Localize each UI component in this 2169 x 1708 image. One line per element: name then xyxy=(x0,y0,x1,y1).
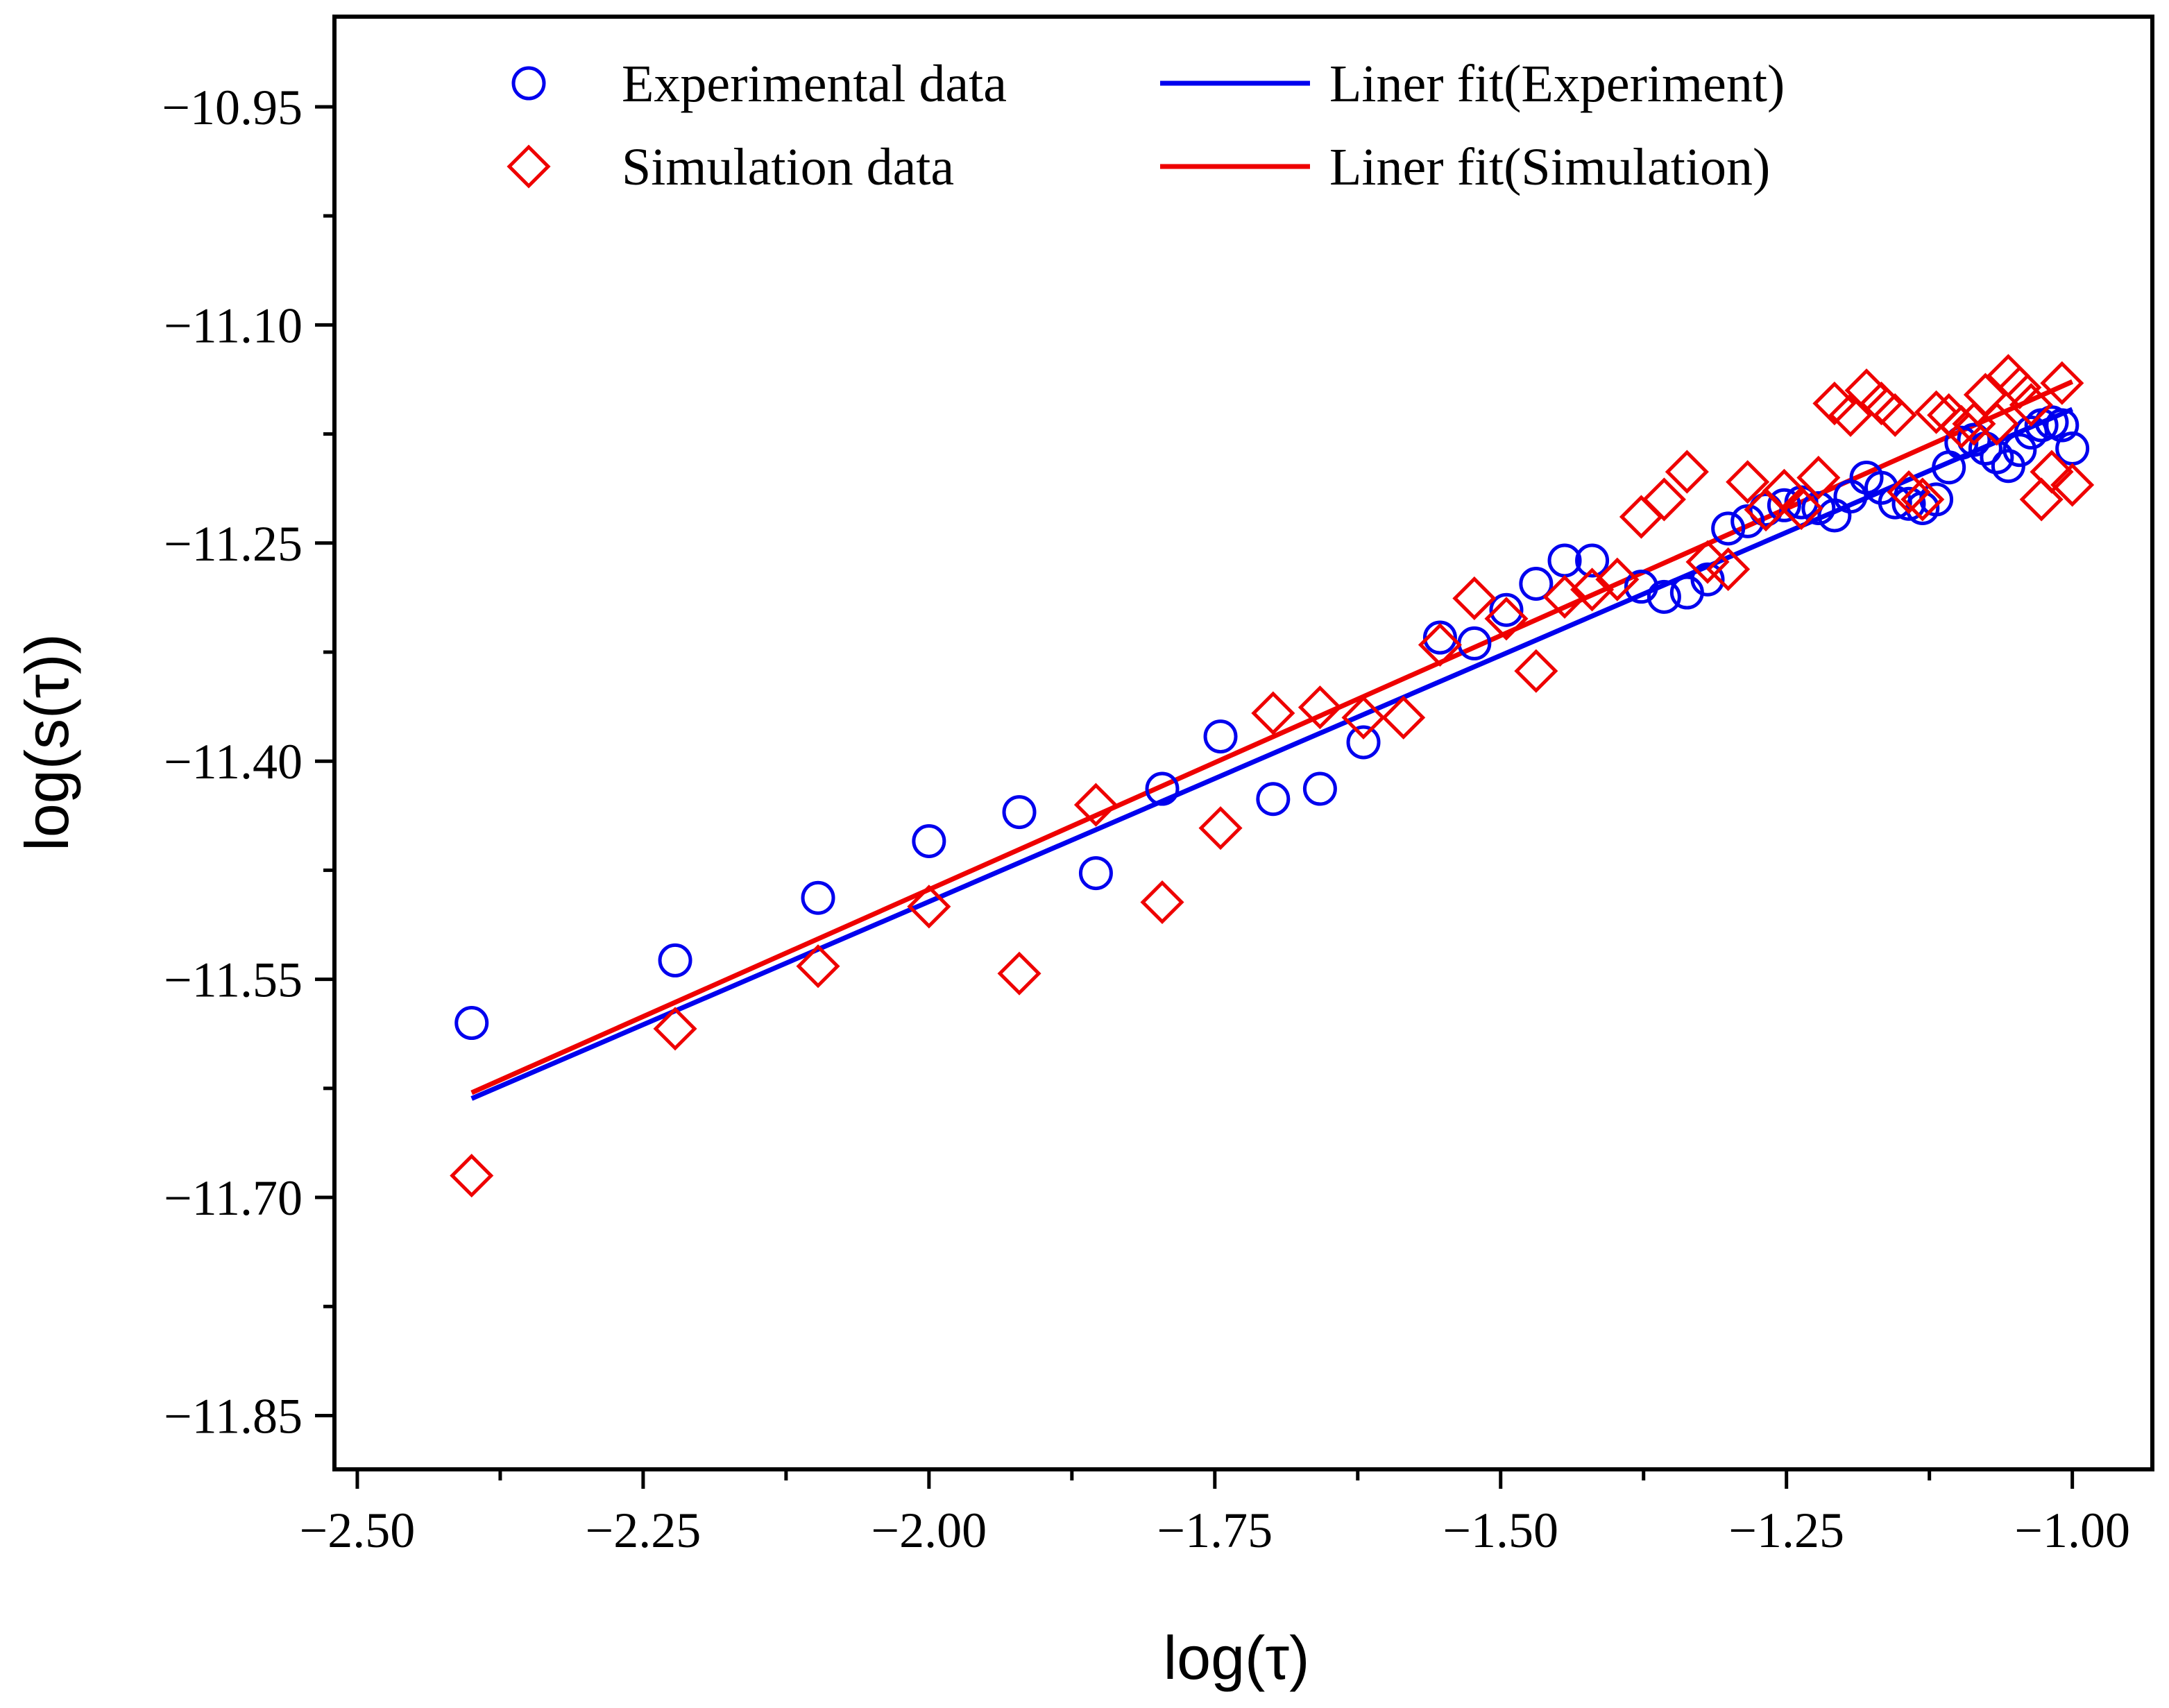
x-tick-label: −1.75 xyxy=(1157,1503,1273,1558)
plot-frame xyxy=(332,15,2154,1471)
experimental-point xyxy=(2045,408,2079,443)
y-tick-label: −11.70 xyxy=(164,1170,303,1226)
legend-label: Simulation data xyxy=(622,138,954,196)
y-axis-title: log(s(τ)) xyxy=(12,633,81,851)
experimental-point xyxy=(1203,719,1238,754)
simulation-point xyxy=(1900,477,1945,522)
simulation-point xyxy=(1873,393,1917,437)
experimental-point xyxy=(1302,771,1337,806)
experimental-point xyxy=(801,880,835,915)
y-tick-label: −11.55 xyxy=(164,953,303,1008)
simulation-point xyxy=(1381,695,1426,740)
y-tick-label: −11.25 xyxy=(164,516,303,572)
simulation-point xyxy=(1570,567,1615,612)
axis-ticks: −2.50 −2.25 −2.00 −1.75 −1.50 −1.25 −1.00 −10.9… xyxy=(162,80,2130,1558)
simulation-point xyxy=(1706,547,1751,592)
simulation-point xyxy=(1975,402,2019,446)
simulation-point xyxy=(1418,622,1462,667)
experimental-point xyxy=(658,943,692,977)
experimental-point xyxy=(1078,856,1113,891)
simulation-point xyxy=(2009,383,2053,427)
legend-marker-diamond xyxy=(507,144,551,189)
x-tick-label: −2.25 xyxy=(586,1503,701,1558)
simulation-point xyxy=(1595,557,1640,601)
simulation-point xyxy=(1251,691,1295,735)
legend-marker-circle xyxy=(511,66,546,101)
experimental-point xyxy=(1519,566,1554,601)
simulation-point xyxy=(1887,470,1931,514)
experimental-point xyxy=(454,1005,489,1040)
experimental-point xyxy=(1256,782,1291,817)
experimental-point xyxy=(1647,579,1681,614)
experimental-point xyxy=(1891,486,1926,521)
legend: Experimental data Liner fit(Experiment) Si… xyxy=(507,55,1785,196)
simulation-point xyxy=(997,951,1041,996)
simulation-point xyxy=(1140,880,1184,925)
experimental-point xyxy=(2002,433,2037,468)
y-tick-label: −11.85 xyxy=(164,1388,303,1444)
experimental-point xyxy=(1767,488,1801,522)
simulation-point xyxy=(1939,404,1984,449)
x-tick-label: −1.50 xyxy=(1443,1503,1558,1558)
simulation-point xyxy=(1998,365,2042,410)
experimental-point xyxy=(1422,620,1457,655)
experimental-point xyxy=(1346,725,1381,760)
simulation-point xyxy=(907,885,951,929)
simulation-point xyxy=(2030,450,2074,494)
simulation-point xyxy=(1514,649,1558,693)
simulation-point xyxy=(1726,460,1770,504)
x-tick-label: −2.50 xyxy=(300,1503,416,1558)
simulation-point xyxy=(653,1007,697,1051)
experimental-point xyxy=(1801,490,1836,525)
simulation-point xyxy=(1298,685,1342,730)
plot-area xyxy=(450,354,2095,1198)
y-tick-label: −10.95 xyxy=(162,80,303,135)
simulation-point xyxy=(1642,477,1686,522)
simulation-point xyxy=(1452,576,1497,620)
experimental-point xyxy=(1002,795,1037,830)
experimental-point xyxy=(1730,504,1765,538)
experimental-point xyxy=(1711,511,1746,546)
simulation-point xyxy=(1914,390,1959,434)
y-tick-label: −11.40 xyxy=(164,734,303,789)
simulation-point xyxy=(1341,695,1386,740)
experimental-point xyxy=(1624,570,1658,604)
y-tick-label: −11.10 xyxy=(164,298,303,353)
experimental-point xyxy=(1145,771,1180,806)
simulation-point xyxy=(1484,597,1529,641)
experimental-point xyxy=(1575,543,1610,578)
simulation-point xyxy=(1952,402,1996,446)
simulation-point xyxy=(1665,450,1709,494)
simulation-point xyxy=(450,1154,494,1198)
legend-label: Liner fit(Simulation) xyxy=(1329,138,1770,196)
legend-label: Experimental data xyxy=(622,55,1007,113)
experimental-point xyxy=(1957,422,1991,457)
experimental-point xyxy=(912,823,946,858)
simulation-point xyxy=(1073,783,1118,827)
simulation-point xyxy=(2050,463,2095,507)
experimental-point xyxy=(1489,592,1524,627)
x-tick-label: −2.00 xyxy=(871,1503,987,1558)
simulation-point xyxy=(1198,806,1243,851)
x-tick-label: −1.00 xyxy=(2014,1503,2130,1558)
x-tick-label: −1.25 xyxy=(1728,1503,1844,1558)
experimental-point xyxy=(2014,415,2048,450)
x-axis-title: log(τ) xyxy=(1164,1623,1310,1692)
experimental-point xyxy=(1690,562,1725,597)
simulation-point xyxy=(2019,477,2064,522)
simulation-point xyxy=(1542,574,1587,619)
axes-frame xyxy=(332,15,2154,1471)
simulation-point xyxy=(796,944,840,989)
simulation-point xyxy=(1779,486,1823,531)
legend-label: Liner fit(Experiment) xyxy=(1329,55,1785,113)
simulation-point xyxy=(1796,455,1841,499)
simulation-point xyxy=(2040,361,2084,405)
